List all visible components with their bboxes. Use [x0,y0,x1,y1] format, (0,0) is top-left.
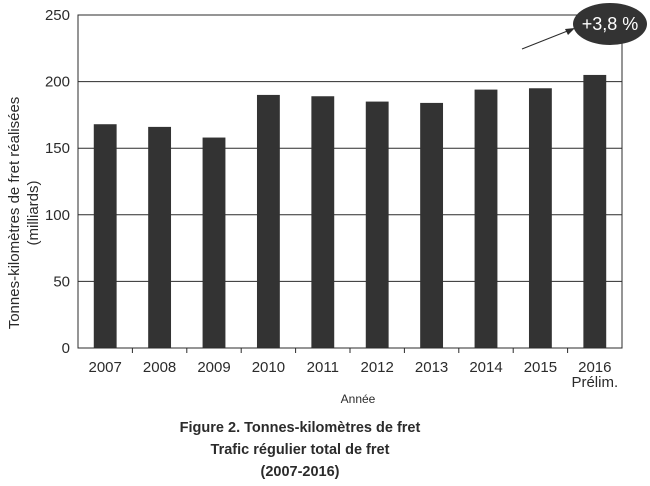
bar-2011 [311,96,335,348]
x-tick-sublabel: Prélim. [571,374,618,391]
y-tick-label: 150 [45,140,70,157]
figure-caption-line3: (2007-2016) [260,464,340,480]
bar-2016 [583,74,607,348]
bar-2012 [365,101,389,348]
y-tick-labels: 0 50 100 150 200 250 [45,7,70,357]
x-tick-label: 2009 [197,359,230,376]
annotation-label: +3,8 % [582,14,639,34]
growth-annotation: +3,8 % [521,3,647,50]
x-tick-label: 2015 [524,359,557,376]
x-tick-label: 2011 [307,359,339,376]
annotation-badge [573,3,647,45]
bar-2009 [202,137,226,348]
bar-2015 [528,88,552,348]
y-tick-label: 100 [45,207,70,224]
bar-2010 [256,94,280,348]
bar-2013 [420,102,444,348]
bar-2008 [148,126,172,348]
bar-2014 [474,89,498,348]
bars [93,74,607,348]
x-tick-label: 2012 [361,359,394,376]
x-tick-label: 2016 [578,359,611,376]
figure-caption-line1: Figure 2. Tonnes-kilomètres de fret [179,420,421,436]
y-tick-label: 0 [62,340,70,357]
bar-2007 [93,124,117,348]
bar-chart: 0 50 100 150 200 250 2007 2008 2009 2010 2011 2012… [6,3,647,406]
annotation-arrow-line [521,29,571,50]
figure-caption-line2: Trafic régulier total de fret [210,442,390,458]
x-tick-label: 2007 [89,359,122,376]
x-tick-label: 2008 [143,359,176,376]
x-tick-label: 2010 [252,359,285,376]
y-axis-title: Tonnes-kilomètres de fret réalisées [6,97,23,330]
annotation-arrowhead [565,28,575,35]
y-tick-label: 250 [45,7,70,24]
y-tick-label: 50 [53,273,70,290]
x-tick-label: 2013 [415,359,448,376]
x-tick-label: 2014 [469,359,502,376]
y-tick-label: 200 [45,74,70,91]
y-axis-subtitle: (milliards) [25,181,42,246]
x-tick-labels: 2007 2008 2009 2010 2011 2012 2013 2014 2015 2016… [89,348,618,391]
x-axis-title: Année [341,392,376,406]
